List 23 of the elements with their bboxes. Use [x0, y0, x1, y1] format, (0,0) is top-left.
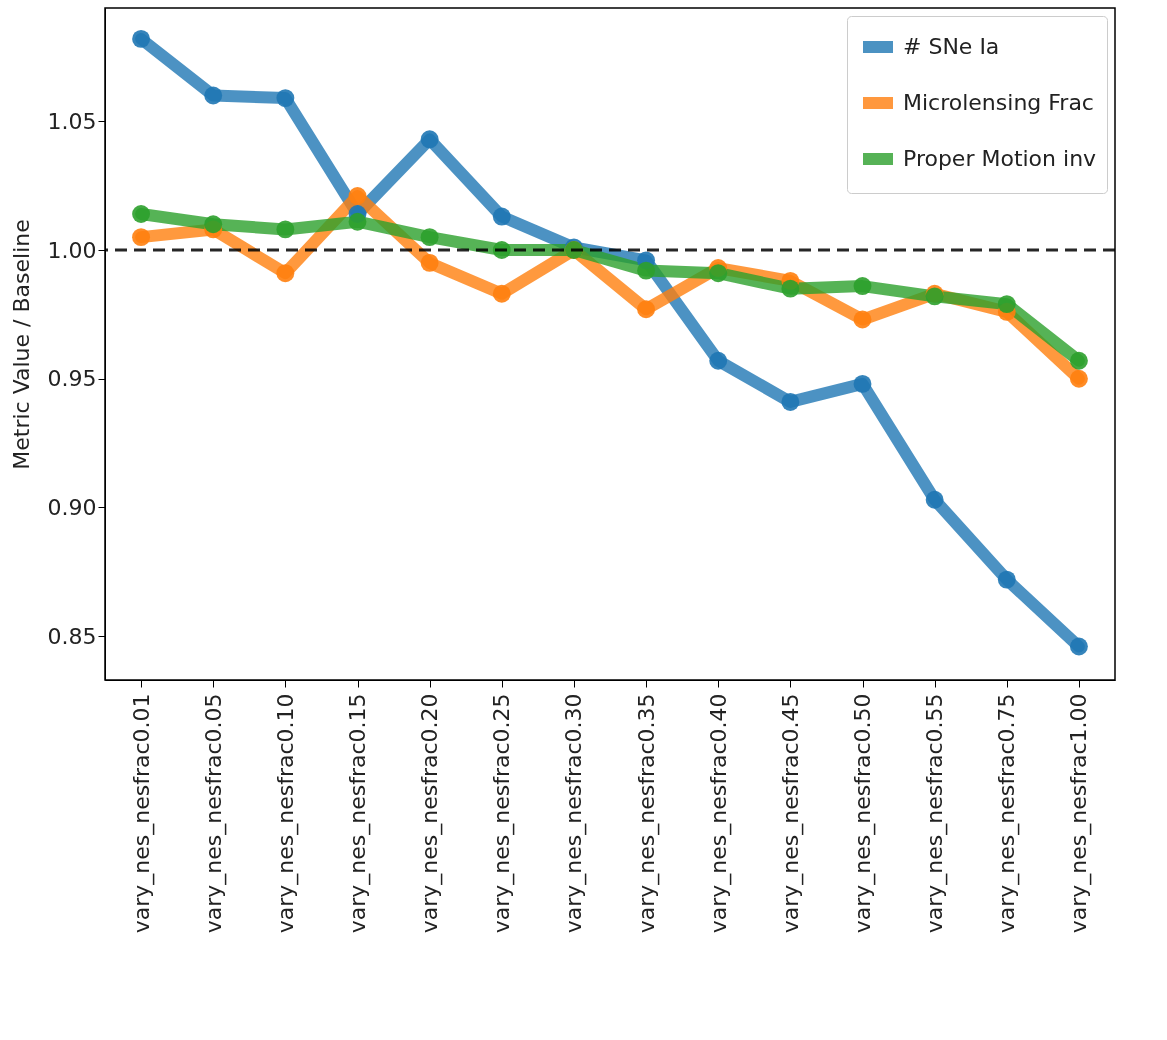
x-tick-label: vary_nes_nesfrac0.05 — [200, 693, 227, 934]
x-tick-label: vary_nes_nesfrac0.30 — [561, 693, 588, 934]
x-tick-label: vary_nes_nesfrac0.35 — [633, 693, 660, 934]
x-tick-label: vary_nes_nesfrac0.25 — [489, 693, 516, 934]
x-tick-label: vary_nes_nesfrac0.20 — [417, 693, 444, 934]
x-tick-label: vary_nes_nesfrac0.45 — [777, 693, 804, 934]
legend-label: Proper Motion inv — [903, 146, 1097, 171]
x-tick-label: vary_nes_nesfrac0.55 — [922, 693, 949, 934]
y-tick-label: 0.90 — [47, 494, 97, 520]
x-tick-label: vary_nes_nesfrac1.00 — [1066, 693, 1093, 934]
legend-label: Microlensing Frac — [903, 90, 1094, 115]
y-axis-title: Metric Value / Baseline — [8, 219, 34, 470]
legend-label: # SNe Ia — [903, 34, 1000, 59]
x-tick-label: vary_nes_nesfrac0.10 — [272, 693, 299, 934]
x-tick-label: vary_nes_nesfrac0.75 — [994, 693, 1021, 934]
y-tick-label: 0.85 — [47, 623, 97, 649]
x-tick-label: vary_nes_nesfrac0.50 — [850, 693, 876, 934]
y-tick-label: 0.95 — [47, 366, 97, 392]
x-tick-label: vary_nes_nesfrac0.15 — [345, 693, 371, 934]
y-tick-label: 1.05 — [47, 108, 97, 134]
x-tick-label: vary_nes_nesfrac0.40 — [705, 693, 732, 934]
x-tick-label: vary_nes_nesfrac0.01 — [128, 693, 155, 934]
y-tick-label: 1.00 — [47, 237, 97, 263]
